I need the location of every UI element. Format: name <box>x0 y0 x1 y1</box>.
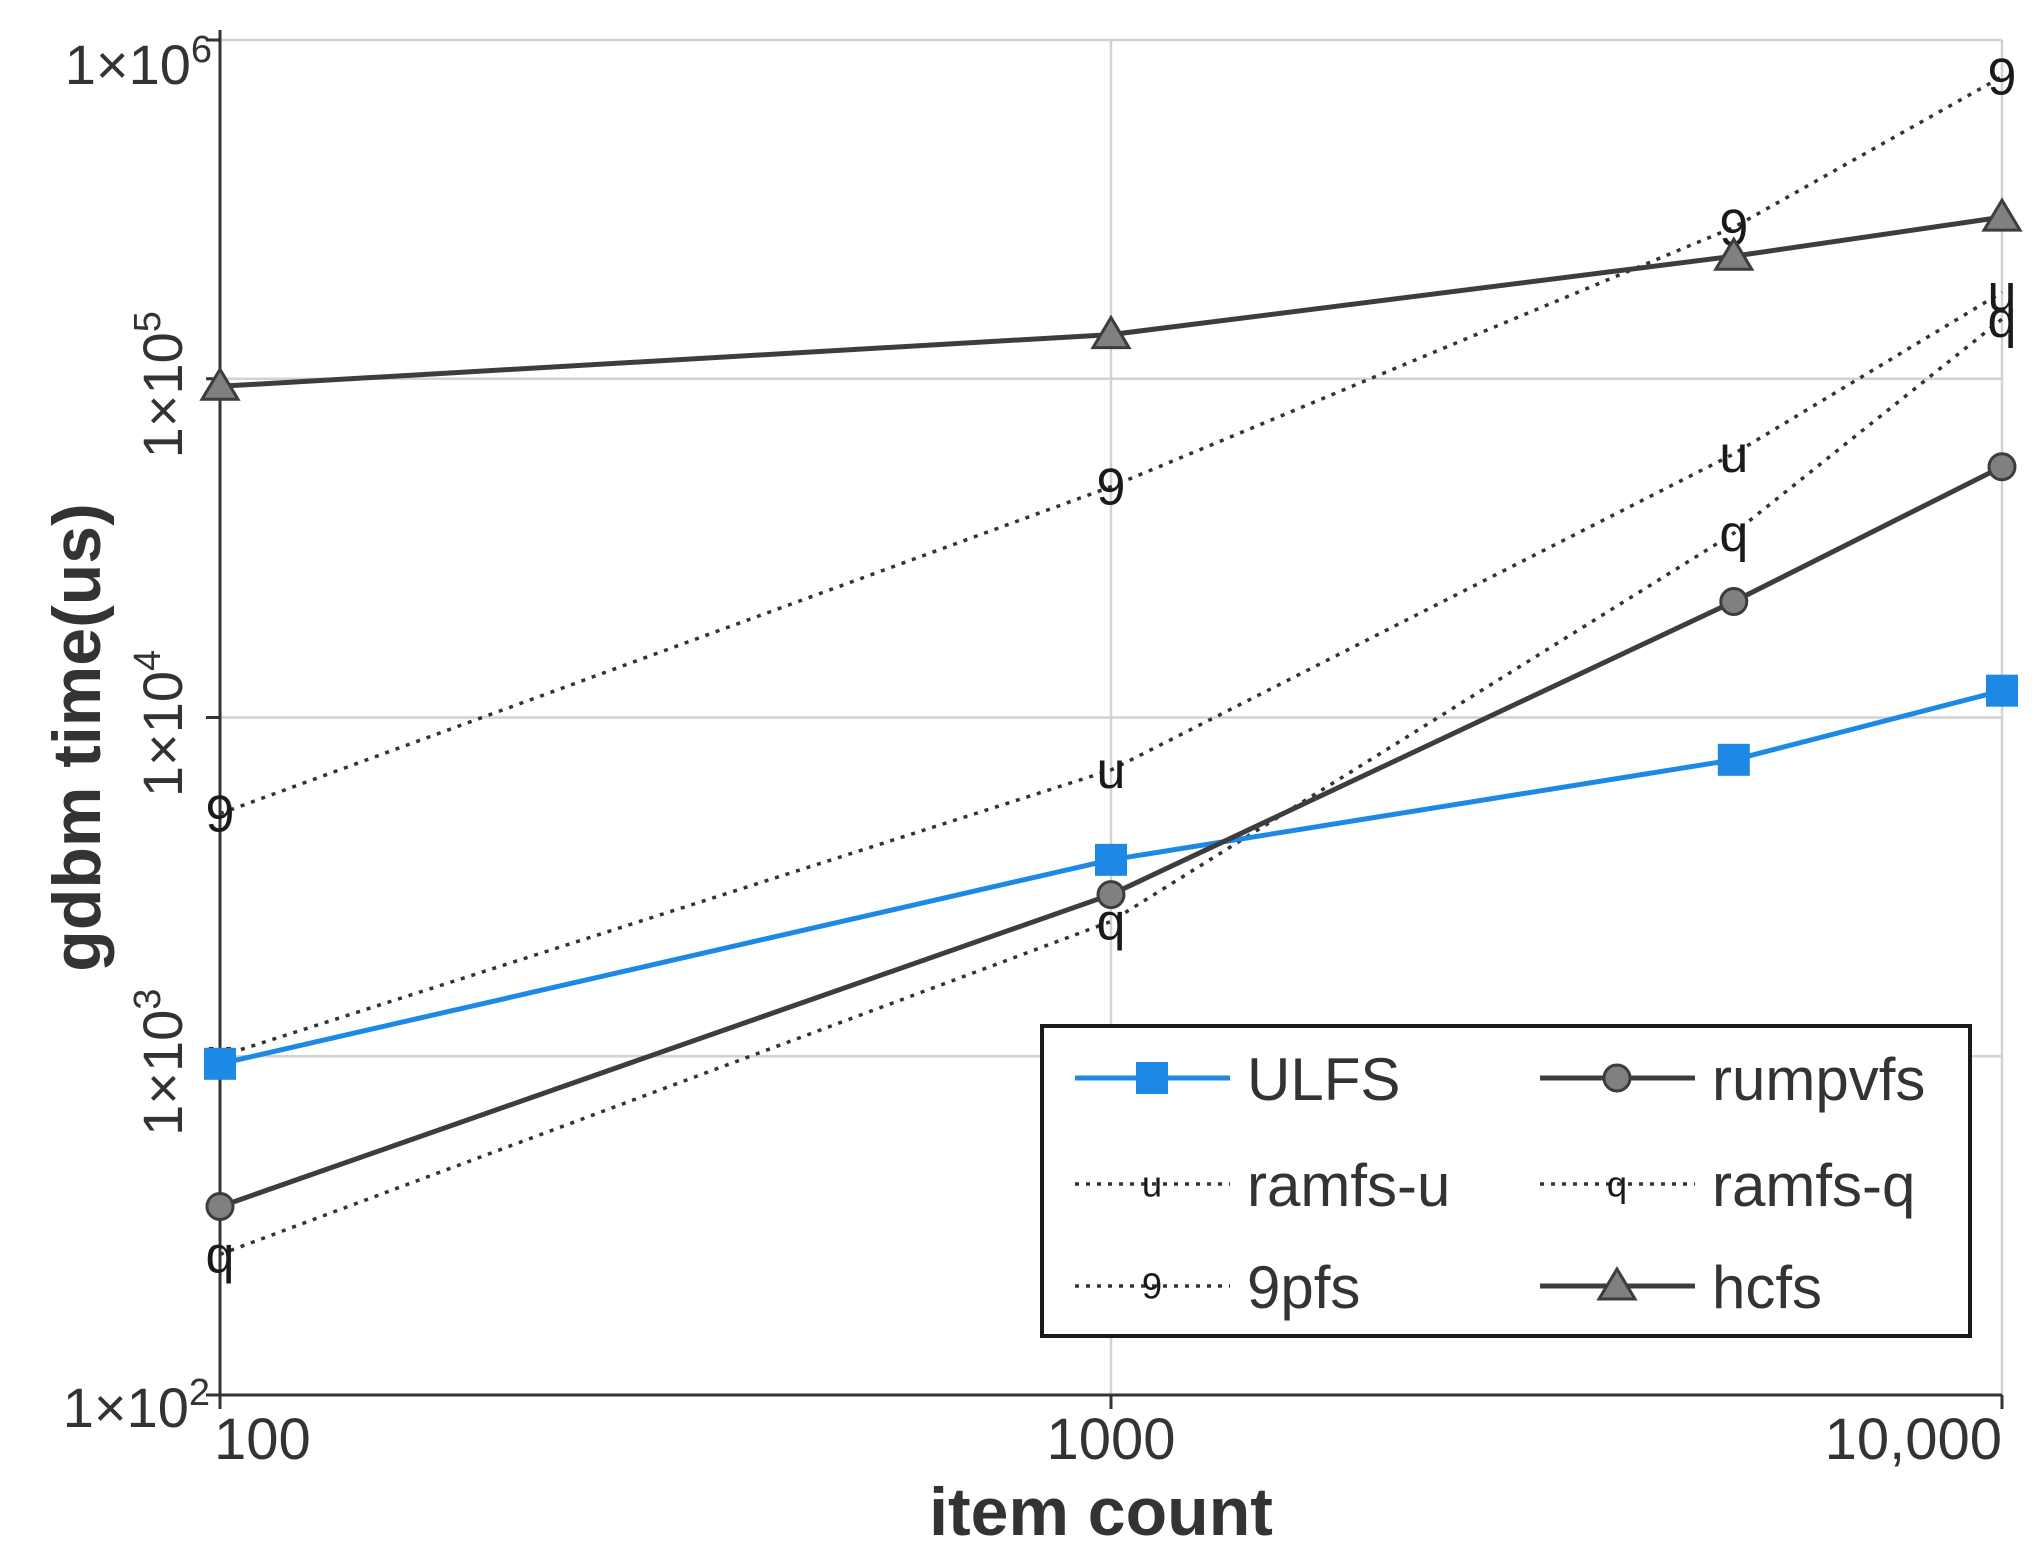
y-tick-label: 1×106 <box>65 29 212 96</box>
marker-triangle <box>1981 197 2023 232</box>
x-tick-labels: 100 1000 10,000 <box>214 1407 2002 1472</box>
series-ULFS <box>204 674 2018 1080</box>
marker-square <box>204 1047 236 1080</box>
marker-glyph: q <box>1988 291 2017 349</box>
marker-glyph: 9 <box>1097 459 1126 517</box>
marker-triangle <box>1090 314 1132 350</box>
y-tick-exponent: 2 <box>189 1372 210 1414</box>
legend-item-9pfs: 9 9pfs <box>1075 1254 1360 1321</box>
marker-triangle <box>199 366 241 401</box>
marker-glyph: u <box>1719 426 1748 484</box>
marker-triangle <box>1596 1266 1638 1301</box>
legend-item-rumpvfs: rumpvfs <box>1540 1046 1925 1113</box>
x-tick-label: 10,000 <box>1825 1407 2002 1472</box>
y-tick-label: 1×103 <box>127 989 194 1136</box>
marker-glyph: q <box>206 1226 235 1284</box>
marker-glyph: q <box>1719 505 1748 563</box>
series-line <box>219 317 2004 1257</box>
marker-glyph: u <box>1097 742 1126 800</box>
legend-label: ramfs-q <box>1712 1152 1915 1219</box>
y-tick-base: 1×10 <box>63 1376 189 1439</box>
x-tick-label: 100 <box>214 1407 311 1472</box>
y-tick-base: 1×10 <box>131 1010 194 1136</box>
series-rumpvfs <box>205 452 2017 1222</box>
series-hcfs <box>199 197 2023 401</box>
legend-label: 9pfs <box>1247 1254 1360 1321</box>
marker-glyph: u <box>1988 264 2017 322</box>
series-ramfs-u: uuuu <box>206 264 2017 1086</box>
legend-item-ramfs-q: q ramfs-q <box>1540 1152 1915 1219</box>
marker-square <box>1986 674 2018 707</box>
legend-label: ramfs-u <box>1247 1152 1450 1219</box>
series-line <box>219 688 2003 1067</box>
y-tick-exponent: 6 <box>191 29 212 71</box>
series-ramfs-q: q q q q <box>206 291 2017 1284</box>
y-tick-exponent: 5 <box>127 311 169 332</box>
x-axis-title: item count <box>929 1474 1273 1550</box>
legend-label: ULFS <box>1247 1046 1400 1113</box>
marker-square <box>1717 743 1750 776</box>
x-tick-label: 1000 <box>1046 1407 1175 1472</box>
series-line <box>219 464 2004 1209</box>
marker-glyph: 9 <box>1988 49 2017 107</box>
y-tick-label: 1×104 <box>127 650 194 797</box>
y-tick-base: 1×10 <box>65 33 191 96</box>
marker-glyph: 9 <box>206 786 235 844</box>
marker-square <box>1095 843 1127 876</box>
legend-item-hcfs: hcfs <box>1540 1254 1822 1321</box>
marker-square <box>1136 1062 1168 1094</box>
series-line <box>219 75 2003 816</box>
legend: ULFS rumpvfs u ramfs-u q ramfs-q 9 9pfs hcfs <box>1040 1024 1972 1338</box>
marker-circle <box>1096 880 1126 910</box>
series-line <box>219 214 2003 389</box>
marker-circle <box>1602 1063 1632 1093</box>
y-tick-base: 1×10 <box>131 671 194 797</box>
marker-glyph: u <box>1142 1164 1162 1205</box>
series-layer: uuuuqqqq9999 <box>199 49 2023 1284</box>
legend-item-ULFS: ULFS <box>1075 1046 1400 1113</box>
marker-triangle <box>1713 236 1755 271</box>
marker-circle <box>1719 587 1749 617</box>
legend-item-ramfs-u: u ramfs-u <box>1075 1152 1450 1219</box>
y-axis-title: gdbm time(us) <box>39 503 115 971</box>
y-tick-label: 1×102 <box>63 1372 210 1439</box>
marker-glyph: 9 <box>1142 1266 1162 1307</box>
marker-circle <box>205 1192 235 1222</box>
y-tick-base: 1×10 <box>131 332 194 458</box>
y-tick-exponent: 3 <box>127 989 169 1010</box>
marker-glyph: q <box>1607 1164 1627 1205</box>
y-tick-label: 1×105 <box>127 311 194 458</box>
marker-circle <box>1987 452 2017 482</box>
y-tick-exponent: 4 <box>127 650 169 671</box>
legend-label: hcfs <box>1712 1254 1822 1321</box>
legend-label: rumpvfs <box>1712 1046 1925 1113</box>
